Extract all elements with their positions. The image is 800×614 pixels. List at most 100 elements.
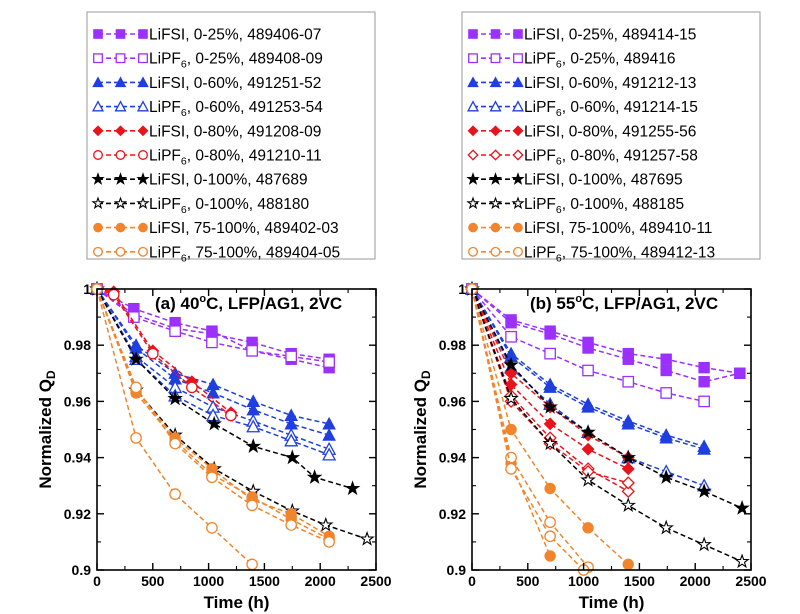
- data-point: [503, 356, 519, 372]
- legend-marker: [93, 222, 103, 233]
- legend-label: LiPF6, 0-60%, 491214-15: [524, 99, 698, 119]
- legend-marker: [91, 100, 105, 112]
- legend-marker: [511, 100, 525, 112]
- x-axis-title: Time (h): [204, 593, 270, 612]
- legend-marker: [115, 150, 126, 160]
- series-line: [96, 288, 353, 490]
- legend-label: LiPF6, 75-100%, 489404-05: [149, 244, 340, 264]
- legend-box: [86, 11, 376, 260]
- data-point: [285, 350, 298, 363]
- legend-marker: [466, 196, 480, 210]
- legend-marker: [513, 29, 523, 39]
- data-point: [505, 462, 517, 475]
- data-point: [323, 356, 335, 368]
- legend-marker: [93, 246, 103, 257]
- data-point: [169, 437, 181, 450]
- data-point: [169, 325, 181, 338]
- data-point: [146, 347, 159, 360]
- legend-marker: [467, 149, 479, 161]
- chart-panel-a: LiFSI, 0-25%, 489406-07 LiPF6, 0-25%, 489…: [36, 11, 392, 612]
- chart-panel-b: LiFSI, 0-25%, 489414-15 LiPF6, 0-25%, 489…: [411, 11, 767, 612]
- x-tick-label: 1000: [568, 573, 599, 589]
- legend-marker: [468, 222, 478, 233]
- data-point: [544, 328, 556, 340]
- data-point: [544, 530, 556, 543]
- data-point: [284, 449, 301, 465]
- data-point: [128, 351, 144, 366]
- x-tick-label: 1500: [624, 573, 655, 589]
- legend-marker: [489, 149, 502, 161]
- y-tick-label: 0.98: [439, 337, 466, 353]
- data-point: [544, 516, 556, 529]
- legend-marker: [490, 246, 501, 257]
- legend-marker: [114, 100, 127, 112]
- legend-marker: [489, 76, 502, 88]
- legend-marker: [92, 76, 104, 88]
- series-10: [464, 280, 750, 515]
- series-4: [465, 281, 711, 455]
- data-point: [543, 417, 557, 431]
- data-point: [660, 387, 673, 399]
- data-point: [285, 519, 298, 531]
- legend-marker: [137, 125, 149, 137]
- data-point: [359, 530, 375, 546]
- data-point: [225, 409, 237, 422]
- legend-marker: [138, 150, 148, 160]
- data-point: [246, 344, 258, 357]
- data-point: [659, 430, 674, 444]
- data-point: [698, 361, 710, 374]
- legend-marker: [512, 149, 524, 161]
- legend-label: LiPF6, 0-25%, 489408-09: [149, 51, 323, 71]
- legend-label: LiPF6, 75-100%, 489412-13: [524, 244, 715, 264]
- legend-marker: [136, 172, 150, 185]
- legend-label: LiPF6, 0-100%, 488185: [524, 196, 684, 216]
- data-point: [622, 375, 635, 388]
- data-point: [544, 550, 556, 562]
- y-axis-title: Normalized QD: [411, 370, 433, 489]
- legend-marker: [138, 222, 148, 233]
- data-point: [580, 424, 596, 439]
- data-point: [621, 416, 636, 430]
- x-tick-label: 2000: [305, 573, 336, 589]
- data-point: [622, 353, 634, 365]
- data-point: [167, 390, 183, 406]
- data-point: [622, 558, 634, 571]
- legend-label: LiPF6, 0-25%, 489416: [524, 51, 675, 71]
- legend-label: LiFSI, 0-25%, 489406-07: [149, 27, 321, 44]
- x-tick-label: 1000: [193, 573, 224, 589]
- legend-label: LiFSI, 0-60%, 491251-52: [149, 75, 321, 92]
- legend-label: LiFSI, 0-60%, 491212-13: [524, 75, 696, 92]
- series-5: [464, 281, 712, 492]
- data-point: [318, 516, 334, 532]
- panel-title: (a) 40oC, LFP/AG1, 2VC: [155, 293, 342, 313]
- data-point: [581, 442, 595, 456]
- series-line: [96, 288, 253, 565]
- y-tick-label: 0.9: [72, 562, 92, 578]
- legend-marker: [488, 196, 503, 210]
- data-point: [621, 462, 635, 476]
- legend-marker: [138, 29, 148, 39]
- legend-label: LiFSI, 0-100%, 487695: [524, 172, 683, 189]
- legend-marker: [114, 76, 127, 88]
- data-point: [206, 521, 218, 534]
- series-14: [91, 283, 258, 571]
- legend-marker: [115, 246, 126, 257]
- data-point: [246, 499, 258, 512]
- data-point: [206, 415, 222, 431]
- series-line: [471, 288, 743, 563]
- data-point: [323, 536, 335, 548]
- data-point: [505, 423, 517, 436]
- data-point: [206, 336, 218, 349]
- series-line: [471, 288, 589, 568]
- data-point: [322, 428, 336, 441]
- data-point: [660, 364, 672, 377]
- data-point: [322, 447, 337, 461]
- series-9: [89, 280, 361, 496]
- legend-marker: [93, 29, 103, 39]
- legend-label: LiFSI, 0-25%, 489414-15: [524, 27, 696, 44]
- data-point: [621, 484, 635, 498]
- legend-marker: [136, 100, 150, 112]
- legend-label: LiPF6, 0-60%, 491253-54: [149, 99, 323, 119]
- y-tick-label: 1: [83, 281, 91, 297]
- data-point: [505, 330, 517, 343]
